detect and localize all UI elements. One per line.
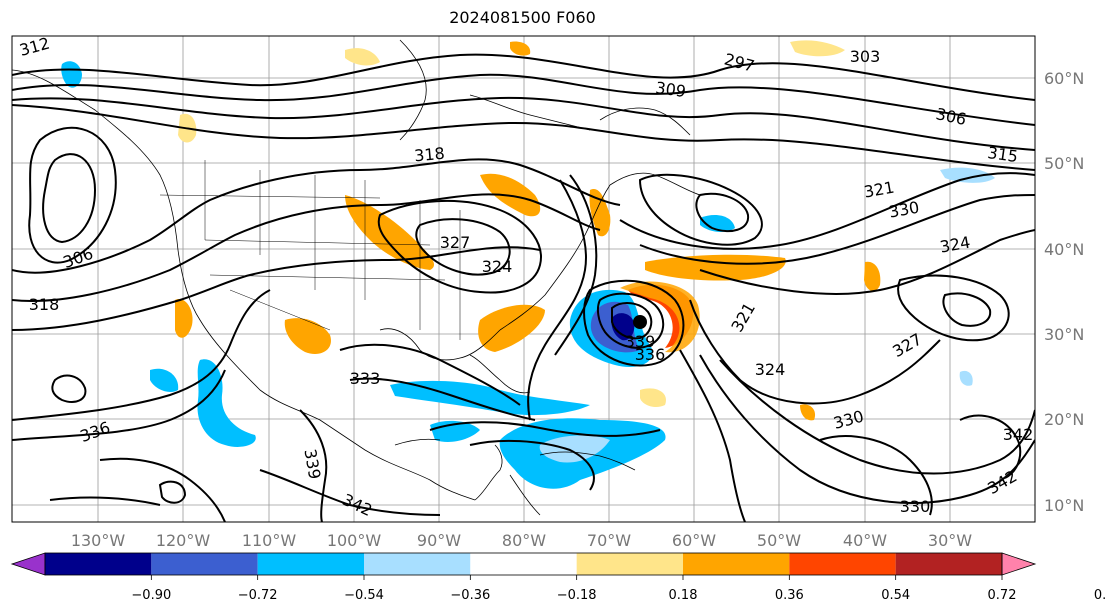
lon-label: 90°W bbox=[417, 531, 461, 550]
warm-anomaly bbox=[175, 299, 193, 338]
map-title: 2024081500 F060 bbox=[449, 8, 596, 27]
lon-label: 110°W bbox=[242, 531, 297, 550]
lon-label: 130°W bbox=[71, 531, 126, 550]
contour-label: 336 bbox=[635, 345, 666, 364]
lon-label: 100°W bbox=[327, 531, 382, 550]
cold-anomaly bbox=[611, 313, 635, 341]
colorbar-segment bbox=[576, 553, 683, 575]
lon-label: 120°W bbox=[156, 531, 211, 550]
warm-anomaly bbox=[345, 48, 380, 66]
graticule bbox=[12, 36, 1035, 522]
warm-anomaly bbox=[510, 41, 531, 56]
cold-anomaly bbox=[197, 359, 256, 447]
warm-anomaly bbox=[800, 404, 816, 421]
contour-label: 324 bbox=[482, 257, 513, 276]
warm-anomaly bbox=[620, 281, 700, 353]
lat-label: 60°N bbox=[1044, 69, 1084, 88]
colorbar-tick-label: 0.36 bbox=[775, 588, 804, 603]
contour-label: 324 bbox=[755, 360, 786, 379]
contour-label: 333 bbox=[350, 369, 381, 388]
map-content bbox=[12, 36, 1035, 522]
colorbar-tick-label: 0.72 bbox=[988, 588, 1017, 603]
cold-anomaly bbox=[390, 380, 590, 416]
colorbar-segment bbox=[683, 553, 790, 575]
colorbar-segment bbox=[364, 553, 471, 575]
lat-label: 10°N bbox=[1044, 496, 1084, 515]
contour-label: 318 bbox=[29, 295, 60, 314]
contour-label: 327 bbox=[440, 233, 471, 252]
contour-label: 318 bbox=[413, 144, 445, 166]
contours bbox=[12, 53, 1035, 522]
colorbar-tick-label: 0.18 bbox=[669, 588, 698, 603]
colorbar-tick-label: −0.90 bbox=[131, 588, 171, 603]
lon-label: 60°W bbox=[672, 531, 716, 550]
colorbar-tick-label: −0.18 bbox=[557, 588, 597, 603]
warm-anomaly bbox=[345, 195, 435, 270]
cold-anomaly bbox=[539, 435, 610, 463]
colorbar-segment bbox=[470, 553, 577, 575]
colorbar-extend-min bbox=[10, 552, 46, 576]
warm-anomaly bbox=[640, 388, 666, 408]
latitude-labels: 60°N 50°N 40°N 30°N 20°N 10°N bbox=[1044, 69, 1084, 515]
hurricane-eye bbox=[633, 315, 647, 329]
warm-anomaly bbox=[589, 189, 611, 237]
contour-label: 330 bbox=[900, 497, 931, 516]
colorbar-segment bbox=[789, 553, 896, 575]
cold-anomaly bbox=[959, 370, 973, 386]
colorbar-tick-label: −0.72 bbox=[238, 588, 278, 603]
lat-label: 20°N bbox=[1044, 410, 1084, 429]
cold-anomaly bbox=[700, 215, 735, 232]
colorbar-tick-label: −0.36 bbox=[450, 588, 490, 603]
lon-label: 30°W bbox=[928, 531, 972, 550]
contour-label: 315 bbox=[986, 143, 1019, 166]
colorbar-segment bbox=[895, 553, 1002, 575]
contour-label: 339 bbox=[625, 332, 656, 351]
lon-label: 80°W bbox=[502, 531, 546, 550]
lon-label: 50°W bbox=[757, 531, 801, 550]
map-frame bbox=[11, 35, 1036, 523]
warm-anomaly bbox=[284, 318, 331, 355]
colorbar-segment bbox=[45, 553, 152, 575]
lon-label: 70°W bbox=[587, 531, 631, 550]
cold-anomaly bbox=[61, 61, 82, 88]
warm-anomaly bbox=[645, 254, 786, 281]
colorbar-segment bbox=[257, 553, 364, 575]
warm-anomaly bbox=[864, 261, 881, 292]
lon-label: 40°W bbox=[843, 531, 887, 550]
contour-label: 309 bbox=[654, 78, 687, 101]
warm-anomaly bbox=[790, 40, 845, 57]
colorbar-frame bbox=[44, 552, 1003, 576]
contour-label: 303 bbox=[850, 47, 881, 66]
warm-anomaly bbox=[478, 304, 545, 352]
contour-label: 342 bbox=[1003, 425, 1034, 444]
cold-anomaly bbox=[150, 368, 179, 392]
lat-label: 30°N bbox=[1044, 325, 1084, 344]
colorbar-tick-label: 0.54 bbox=[881, 588, 910, 603]
colorbar-segment bbox=[151, 553, 258, 575]
lat-label: 50°N bbox=[1044, 154, 1084, 173]
coastlines bbox=[12, 39, 701, 516]
longitude-labels: 130°W 120°W 110°W 100°W 90°W 80°W 70°W 60°W 50°W… bbox=[71, 531, 972, 550]
cold-anomaly bbox=[940, 167, 995, 183]
colorbar-tick-label: 0.90 bbox=[1094, 588, 1105, 603]
colorbar-tick-label: −0.54 bbox=[344, 588, 384, 603]
lat-label: 40°N bbox=[1044, 240, 1084, 259]
colorbar-extend-max bbox=[1001, 552, 1037, 576]
colorbar: −0.90 −0.72 −0.54 −0.36 −0.18 0.18 0.36 0.54 0.7… bbox=[10, 552, 1105, 603]
